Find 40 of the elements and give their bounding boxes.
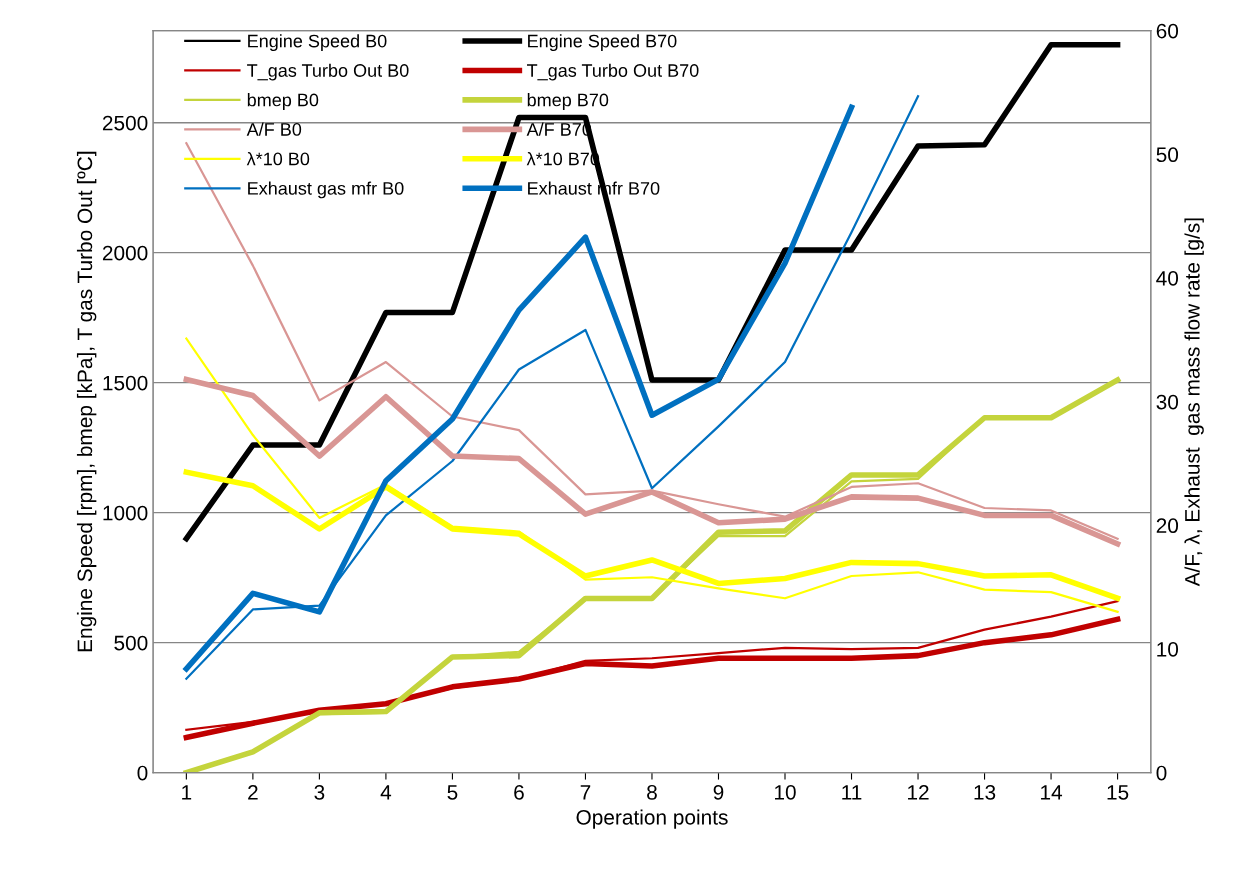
legend-label: λ*10 B0 bbox=[246, 152, 310, 166]
y-tick-label: 2000 bbox=[102, 245, 148, 261]
x-tick-label: 15 bbox=[1107, 785, 1129, 800]
legend-label: bmep B70 bbox=[527, 93, 609, 110]
legend-label: Engine Speed B0 bbox=[248, 34, 387, 51]
x-tick-label: 7 bbox=[580, 785, 591, 800]
y2-tick-label: 20 bbox=[1156, 518, 1179, 534]
y2-tick-label: 60 bbox=[1156, 23, 1179, 39]
y-tick-label: 2500 bbox=[102, 115, 148, 131]
x-tick-label: 13 bbox=[974, 784, 996, 800]
x-tick-label: 8 bbox=[647, 784, 657, 800]
y2-tick-label: 10 bbox=[1157, 641, 1179, 657]
y-tick-label: 1500 bbox=[103, 375, 148, 391]
y-tick-label: 0 bbox=[137, 765, 148, 781]
y2-tick-label: 40 bbox=[1156, 270, 1179, 286]
legend-label: bmep B0 bbox=[247, 93, 319, 110]
y-tick-label: 500 bbox=[114, 635, 148, 651]
legend-label: Exhaust gas mfr B0 bbox=[248, 181, 404, 199]
x-tick-label: 4 bbox=[380, 785, 392, 800]
legend-label: Engine Speed B70 bbox=[528, 34, 677, 51]
y2-tick-label: 50 bbox=[1156, 147, 1179, 163]
y2-axis-title: A/F, λ, Exhaust gas mass flow rate [g/s] bbox=[1184, 218, 1204, 587]
legend-label: A/F B0 bbox=[246, 122, 302, 136]
x-tick-label: 11 bbox=[842, 785, 862, 800]
x-tick-label: 14 bbox=[1041, 785, 1063, 800]
x-axis-title: Operation points bbox=[576, 809, 728, 829]
y2-tick-label: 0 bbox=[1156, 765, 1167, 781]
x-tick-label: 12 bbox=[908, 784, 929, 800]
x-tick-label: 3 bbox=[314, 784, 325, 800]
legend-label: T_gas Turbo Out B0 bbox=[247, 63, 409, 81]
y2-tick-label: 30 bbox=[1156, 394, 1179, 410]
x-tick-label: 10 bbox=[775, 784, 796, 800]
y-axis-title: Engine Speed [rpm], bmep [kPa], T gas Turbo Out [ºC] bbox=[76, 151, 97, 652]
y-tick-label: 1000 bbox=[103, 505, 148, 521]
x-tick-label: 5 bbox=[447, 785, 458, 800]
x-tick-label: 9 bbox=[713, 784, 724, 800]
x-tick-label: 2 bbox=[248, 784, 258, 800]
legend-label: T_gas Turbo Out B70 bbox=[527, 63, 699, 81]
x-tick-label: 6 bbox=[514, 784, 524, 800]
x-tick-label: 1 bbox=[182, 785, 192, 800]
